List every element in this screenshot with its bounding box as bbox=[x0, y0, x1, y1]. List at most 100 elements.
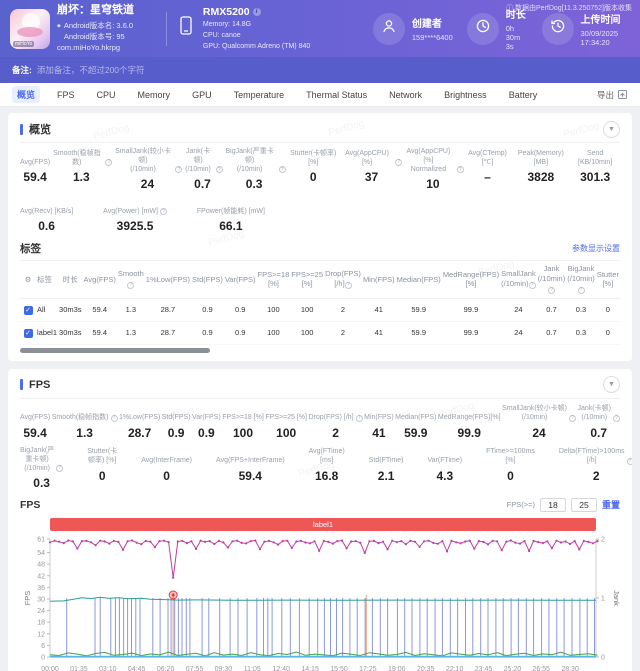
tab-network[interactable]: Network bbox=[389, 89, 423, 100]
help-icon[interactable]: ? bbox=[175, 166, 183, 174]
metric-value: 2 bbox=[592, 468, 600, 483]
table-cell: 1.3 bbox=[116, 298, 145, 322]
fps-threshold-label: FPS(>=) bbox=[506, 500, 535, 510]
table-cell: 59.9 bbox=[395, 298, 442, 322]
header-divider bbox=[166, 11, 167, 46]
column-header: Avg(FPS) bbox=[82, 260, 117, 299]
table-cell: 0.7 bbox=[536, 298, 567, 322]
tab-memory[interactable]: Memory bbox=[137, 89, 171, 100]
table-cell: 0.9 bbox=[223, 298, 257, 322]
diamond-icon: ◆ bbox=[57, 22, 61, 29]
help-icon[interactable]: ? bbox=[612, 414, 620, 422]
metric-label: Var(FPS) bbox=[192, 414, 221, 422]
help-icon[interactable]: ? bbox=[215, 166, 223, 174]
help-icon[interactable]: ? bbox=[395, 159, 403, 166]
metric: Jank(卡顿) (/10min)? 0.7 bbox=[578, 403, 620, 440]
metric-label: Avg(Recv) [KB/s] bbox=[20, 208, 74, 216]
metric-label: FPower(帧能耗) [mW] bbox=[196, 208, 265, 216]
metric-value: 1.3 bbox=[76, 425, 93, 440]
metric-value: 0.7 bbox=[590, 425, 608, 440]
metric-value: 59.9 bbox=[404, 425, 428, 440]
help-icon[interactable]: ? bbox=[547, 286, 555, 294]
help-icon[interactable]: ? bbox=[110, 414, 118, 422]
fps-collapse-button[interactable]: ▼ bbox=[603, 376, 620, 394]
tab-battery[interactable]: Battery bbox=[508, 89, 538, 100]
column-header: Std(FPS) bbox=[190, 260, 224, 299]
parameter-display-settings-link[interactable]: 参数显示设置 bbox=[572, 243, 620, 253]
table-horizontal-scrollbar[interactable] bbox=[20, 347, 210, 353]
metric: Avg(AppCPU) [%] Normalized? 10 bbox=[402, 147, 464, 191]
help-icon[interactable]: ? bbox=[127, 281, 135, 289]
fps-threshold-input-2[interactable] bbox=[570, 497, 597, 512]
svg-text:17:25: 17:25 bbox=[359, 666, 377, 671]
fps-panel-title: FPS bbox=[29, 378, 51, 391]
metric-label: Min(FPS) bbox=[364, 414, 394, 422]
label1-region-banner[interactable]: label1 bbox=[50, 517, 596, 531]
metric-value: 100 bbox=[276, 425, 297, 440]
svg-text:06:20: 06:20 bbox=[157, 666, 175, 671]
tab-brightness[interactable]: Brightness bbox=[444, 89, 487, 100]
metric: Median(FPS) 59.9 bbox=[395, 403, 436, 440]
column-header: Smooth? bbox=[116, 260, 145, 299]
table-cell: 30m3s bbox=[58, 321, 83, 345]
collector-version-note: ⓘ 数据由PerfDog[11.3.250752]版本收集 bbox=[506, 5, 632, 12]
metric-value: – bbox=[484, 170, 491, 184]
metric-label: Stutter(卡顿率) [%] bbox=[87, 448, 118, 465]
table-cell: 30m3s bbox=[58, 298, 83, 322]
overview-collapse-button[interactable]: ▼ bbox=[603, 120, 620, 138]
metric-value: 59.4 bbox=[23, 170, 47, 184]
metric: SmallJank(较小卡顿) (/10min)? 24 bbox=[502, 403, 576, 440]
svg-text:Jank: Jank bbox=[612, 590, 620, 606]
tab-fps[interactable]: FPS bbox=[57, 89, 75, 100]
svg-text:23:45: 23:45 bbox=[475, 666, 493, 671]
metric-label: Smooth(稳帧指数)? bbox=[52, 403, 118, 423]
table-cell: 100 bbox=[290, 298, 325, 322]
metric: Peak(Memory) [MB] 3828 bbox=[511, 147, 570, 191]
help-icon[interactable]: ? bbox=[344, 281, 352, 289]
row-checkbox[interactable]: ✓ bbox=[23, 328, 33, 338]
person-icon bbox=[381, 18, 397, 39]
fps-chart-title: FPS bbox=[20, 498, 41, 511]
help-icon[interactable]: ? bbox=[577, 286, 585, 294]
device-info-icon[interactable]: i bbox=[252, 8, 261, 17]
metric-value: 99.9 bbox=[457, 425, 481, 440]
help-icon[interactable]: ? bbox=[105, 159, 113, 166]
metric-label: Avg(Power) [mW]? bbox=[103, 196, 167, 216]
tab-temperature[interactable]: Temperature bbox=[233, 89, 285, 100]
help-icon[interactable]: ? bbox=[159, 208, 167, 216]
tab-概览[interactable]: 概览 bbox=[12, 86, 41, 103]
tab-thermal-status[interactable]: Thermal Status bbox=[306, 89, 368, 100]
export-button[interactable]: 导出 bbox=[597, 89, 628, 101]
svg-text:24: 24 bbox=[37, 608, 45, 615]
help-icon[interactable]: ? bbox=[569, 414, 576, 422]
reset-button[interactable]: 重置 bbox=[601, 500, 620, 511]
table-cell: 28.7 bbox=[144, 298, 191, 322]
metric-value: 0.9 bbox=[198, 425, 215, 440]
tab-gpu[interactable]: GPU bbox=[192, 89, 212, 100]
row-checkbox[interactable]: ✓ bbox=[23, 305, 33, 315]
table-row: ✓ All 30m3s 59.4 1.3 28.7 0.9 0.9 100 100 2 41 59.9 9… bbox=[20, 298, 620, 322]
gear-icon[interactable]: ⚙ bbox=[20, 260, 36, 299]
metric-value: 0 bbox=[98, 468, 106, 483]
svg-text:12:40: 12:40 bbox=[272, 666, 290, 671]
fps-chart: 61 54 48 42 36 30 24 18 12 6 0 2 1 0 00:00 01:35 03:10 04… bbox=[23, 536, 620, 671]
help-icon[interactable]: ? bbox=[456, 166, 464, 174]
table-cell: 0.9 bbox=[190, 321, 224, 345]
note-input[interactable] bbox=[36, 65, 337, 75]
fps-threshold-input-1[interactable] bbox=[539, 497, 566, 512]
svg-text:04:45: 04:45 bbox=[128, 666, 146, 671]
help-icon[interactable]: ? bbox=[626, 457, 632, 465]
help-icon[interactable]: ? bbox=[56, 464, 64, 472]
metric: Smooth(稳帧指数)? 1.3 bbox=[52, 403, 118, 440]
help-icon[interactable]: ? bbox=[355, 414, 363, 422]
svg-text:61: 61 bbox=[37, 536, 45, 543]
tab-cpu[interactable]: CPU bbox=[96, 89, 116, 100]
help-icon[interactable]: ? bbox=[278, 166, 286, 174]
labels-section-title: 标签 bbox=[20, 242, 41, 255]
metric-value: 0.7 bbox=[194, 177, 211, 192]
svg-text:15:50: 15:50 bbox=[330, 666, 348, 671]
help-icon[interactable]: ? bbox=[528, 281, 536, 289]
svg-text:18: 18 bbox=[37, 619, 45, 626]
table-cell: 99.9 bbox=[441, 298, 501, 322]
metric-value: 59.4 bbox=[23, 425, 47, 440]
